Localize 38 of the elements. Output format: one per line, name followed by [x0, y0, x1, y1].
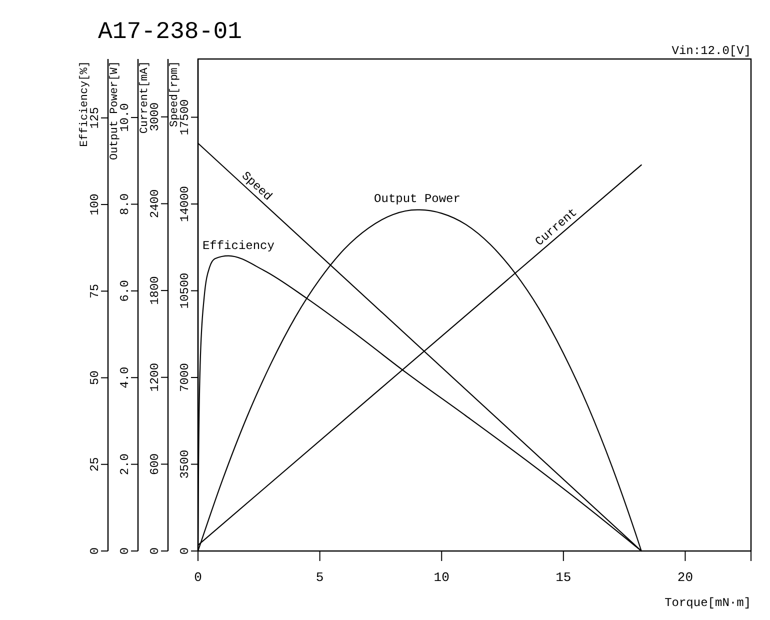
y-tick-label: 75 [88, 284, 102, 298]
y-tick-label: 8.0 [118, 193, 132, 216]
x-axis-title: Torque[mN·m] [664, 596, 751, 610]
y-tick-label: 0 [178, 547, 192, 555]
x-tick-label: 15 [556, 570, 572, 585]
x-tick-label: 5 [316, 570, 324, 585]
y2-tick-label: 3000 [148, 102, 162, 132]
x-tick-label: 0 [194, 570, 202, 585]
y2-tick-label: 2400 [148, 189, 162, 218]
x-tick-label: 10 [434, 570, 450, 585]
y2-axis-title: Current[mA] [139, 61, 151, 134]
y2-tick-label: 0 [148, 547, 162, 555]
y-axis-title: Speed[rpm] [169, 61, 181, 128]
y-tick-label: 7000 [178, 363, 192, 392]
y-tick-label: 0 [118, 547, 132, 555]
y-tick-label: 4.0 [118, 366, 132, 388]
y-axis-title: Output Power[W] [109, 61, 121, 160]
text: Vin:12.0[V] [672, 44, 751, 58]
y-tick-label: 14000 [178, 186, 192, 222]
y-tick-label: 100 [88, 194, 102, 216]
series-label: Efficiency [202, 238, 274, 253]
y-tick-label: 10.0 [118, 103, 132, 132]
y-tick-label: 6.0 [118, 280, 132, 302]
y-tick-label: 25 [88, 457, 102, 472]
y2-tick-label: 600 [148, 453, 162, 475]
chart-title: A17-238-01 [98, 19, 242, 46]
y-tick-label: 3500 [178, 450, 192, 479]
x-tick-label: 20 [677, 570, 694, 585]
y-tick-label: 10500 [178, 272, 192, 309]
y-tick-label: 50 [88, 370, 102, 385]
y-tick-label: 125 [88, 107, 102, 129]
series-label: Output Power [374, 192, 460, 206]
y-tick-label: 17500 [178, 99, 192, 136]
y2-tick-label: 1800 [148, 276, 162, 305]
y-tick-label: 2.0 [118, 454, 132, 476]
y-tick-label: 0 [88, 547, 102, 555]
y2-tick-label: 1200 [148, 362, 162, 392]
y-axis-title: Efficiency[%] [79, 61, 91, 147]
